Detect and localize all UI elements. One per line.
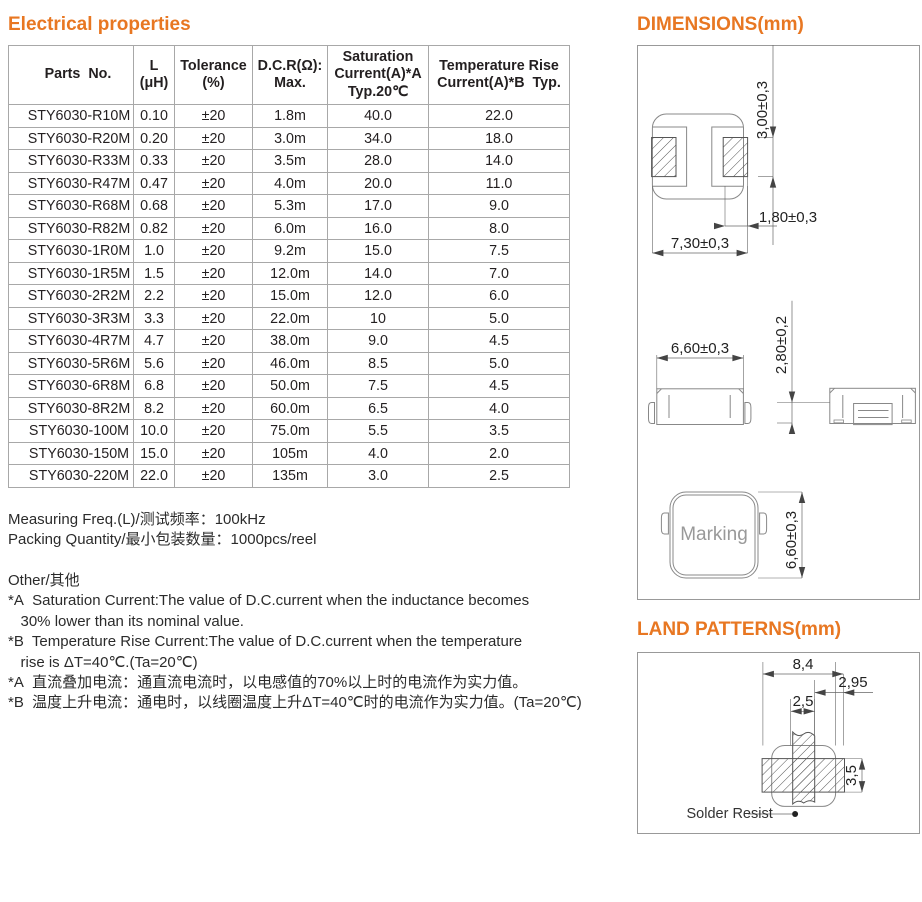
svg-text:Solder Resist: Solder Resist <box>687 806 773 822</box>
svg-text:8,4: 8,4 <box>793 656 814 673</box>
svg-text:7,30±0,3: 7,30±0,3 <box>671 235 729 252</box>
svg-text:3,00±0,3: 3,00±0,3 <box>754 81 771 139</box>
svg-text:2,80±0,2: 2,80±0,2 <box>773 316 790 374</box>
svg-text:2,95: 2,95 <box>838 674 867 691</box>
svg-text:3,5: 3,5 <box>843 765 860 786</box>
svg-text:2,5: 2,5 <box>793 693 814 710</box>
svg-text:1,80±0,3: 1,80±0,3 <box>759 209 817 226</box>
svg-text:Marking: Marking <box>680 524 748 545</box>
svg-text:6,60±0,3: 6,60±0,3 <box>783 511 800 569</box>
svg-text:6,60±0,3: 6,60±0,3 <box>671 340 729 357</box>
